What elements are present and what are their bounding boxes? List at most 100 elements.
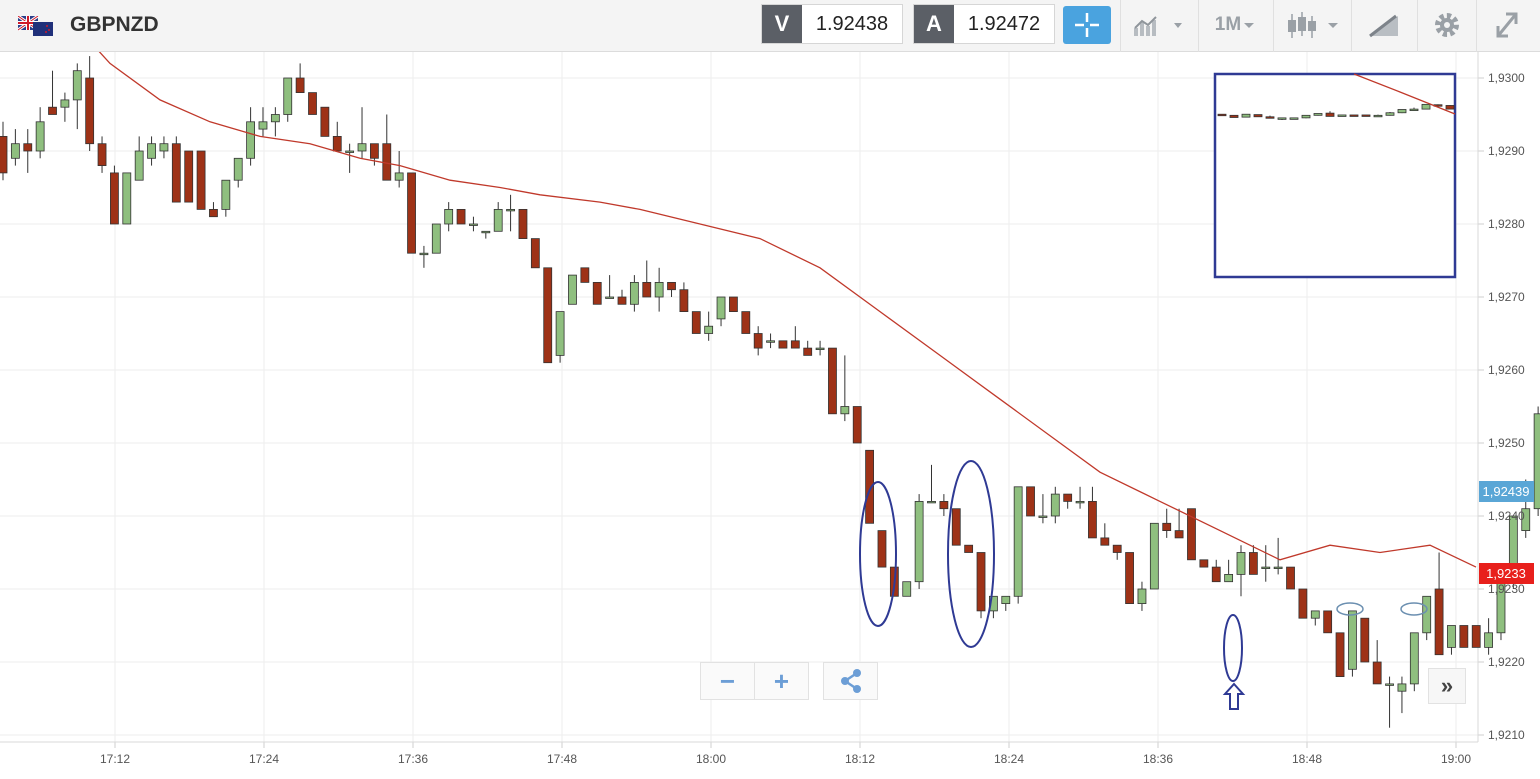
candle bbox=[865, 449, 874, 524]
chart-type-dropdown[interactable] bbox=[1280, 6, 1346, 44]
candle bbox=[1325, 112, 1335, 117]
candle bbox=[1372, 661, 1382, 685]
candle bbox=[939, 500, 949, 510]
candle bbox=[1521, 508, 1531, 532]
gbp-nzd-flag-icon bbox=[18, 16, 53, 36]
candle bbox=[134, 150, 144, 181]
candle bbox=[1187, 508, 1196, 561]
candle bbox=[0, 136, 8, 174]
candle bbox=[1349, 114, 1359, 117]
candle bbox=[852, 406, 862, 444]
candle bbox=[72, 70, 82, 101]
candle bbox=[1397, 683, 1407, 692]
annotation-ellipse bbox=[1336, 602, 1364, 616]
candle bbox=[456, 208, 466, 225]
candle bbox=[729, 296, 738, 312]
candle bbox=[1335, 632, 1345, 677]
candle bbox=[147, 143, 156, 159]
candle bbox=[320, 106, 330, 137]
ask-price-box[interactable]: A 1.92472 bbox=[913, 4, 1055, 44]
drawing-tools-button[interactable] bbox=[1356, 6, 1412, 44]
x-tick-label: 18:24 bbox=[994, 752, 1024, 766]
candle bbox=[815, 347, 825, 351]
annotation-ellipse bbox=[1400, 602, 1428, 616]
candle bbox=[555, 311, 565, 356]
candle bbox=[790, 340, 800, 349]
candle bbox=[1277, 117, 1287, 120]
crosshair-button[interactable] bbox=[1063, 6, 1111, 44]
candle bbox=[48, 106, 57, 115]
candle bbox=[469, 223, 478, 226]
candle bbox=[778, 340, 788, 349]
candle bbox=[617, 296, 627, 305]
candle bbox=[382, 143, 392, 181]
time-axis-labels: 17:12 17:24 17:36 17:48 18:00 18:12 18:24 18:36… bbox=[100, 752, 1471, 766]
candle bbox=[691, 311, 701, 334]
instrument-symbol[interactable]: GBPNZD bbox=[70, 13, 159, 36]
candle bbox=[1409, 108, 1419, 112]
fullscreen-button[interactable] bbox=[1484, 6, 1530, 44]
candle bbox=[159, 143, 169, 152]
candle bbox=[308, 92, 317, 115]
candle bbox=[1434, 588, 1444, 656]
candle bbox=[184, 150, 194, 203]
candle bbox=[877, 530, 887, 568]
current-price-tag: 1,92439 bbox=[1479, 481, 1534, 502]
timeframe-dropdown[interactable]: 1M bbox=[1203, 6, 1269, 44]
candle bbox=[394, 172, 404, 181]
candle bbox=[1286, 566, 1295, 590]
candle bbox=[1063, 493, 1073, 502]
bid-price-box[interactable]: V 1.92438 bbox=[761, 4, 903, 44]
candlestick-type-icon bbox=[1288, 12, 1338, 38]
zoom-out-button[interactable]: − bbox=[700, 662, 755, 700]
zoom-in-button[interactable]: + bbox=[754, 662, 809, 700]
candle bbox=[1273, 566, 1283, 569]
price-chart[interactable]: 1,9300 1,9290 1,9280 1,9270 1,9260 1,9250 1,92… bbox=[0, 52, 1540, 779]
inset-zoom bbox=[1213, 72, 1457, 279]
inset-moving-average bbox=[1353, 73, 1456, 115]
candle bbox=[803, 347, 813, 356]
candle bbox=[110, 172, 119, 225]
candle bbox=[1112, 544, 1122, 553]
y-tick-label: 1,9230 bbox=[1488, 582, 1525, 596]
candle bbox=[209, 208, 218, 218]
scroll-to-latest-button[interactable]: » bbox=[1428, 668, 1466, 704]
candle bbox=[1445, 105, 1455, 110]
y-tick-label: 1,9300 bbox=[1488, 71, 1525, 85]
current-price-label: 1,92439 bbox=[1483, 484, 1530, 499]
candle bbox=[196, 150, 206, 210]
candle bbox=[60, 99, 70, 108]
candle bbox=[605, 296, 615, 299]
candle bbox=[1484, 632, 1493, 648]
candle bbox=[1217, 113, 1227, 117]
candle bbox=[964, 544, 974, 553]
candle bbox=[1199, 559, 1209, 568]
candle bbox=[431, 223, 441, 254]
candle bbox=[1236, 552, 1246, 575]
candle bbox=[481, 230, 491, 234]
annotation-ellipse bbox=[1223, 614, 1243, 682]
x-tick-label: 17:12 bbox=[100, 752, 130, 766]
candle bbox=[345, 150, 355, 153]
share-button[interactable] bbox=[823, 662, 878, 700]
settings-button[interactable] bbox=[1424, 6, 1470, 44]
indicators-button[interactable] bbox=[1130, 6, 1190, 44]
candle bbox=[1421, 103, 1431, 110]
candle bbox=[1050, 493, 1060, 517]
inset-candles bbox=[1217, 73, 1456, 121]
candle bbox=[35, 121, 45, 152]
candle bbox=[989, 595, 998, 612]
x-tick-label: 18:36 bbox=[1143, 752, 1173, 766]
candle bbox=[270, 114, 280, 123]
timeframe-label: 1M bbox=[1214, 14, 1242, 35]
candle bbox=[332, 136, 342, 152]
candle bbox=[1310, 610, 1320, 619]
x-tick-label: 19:00 bbox=[1441, 752, 1471, 766]
candle bbox=[246, 121, 256, 159]
annotation-ellipse bbox=[859, 481, 897, 627]
candle bbox=[1261, 566, 1271, 569]
candle bbox=[927, 500, 936, 504]
ma-price-label: 1,9233 bbox=[1486, 566, 1526, 581]
candle bbox=[1301, 114, 1311, 119]
candle bbox=[753, 333, 763, 349]
